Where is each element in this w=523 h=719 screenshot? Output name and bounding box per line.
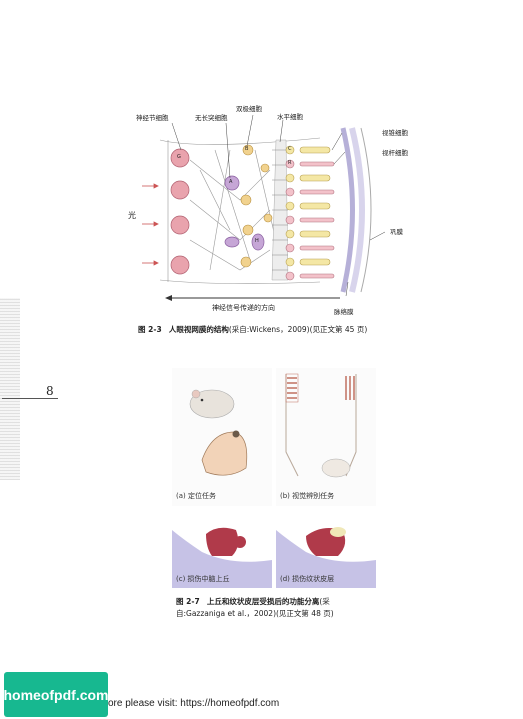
label-amacrine: 无长突细胞 bbox=[195, 114, 228, 122]
cell-letter-r: R bbox=[288, 160, 292, 166]
photoreceptors bbox=[285, 145, 335, 281]
figure-2-7-caption: 图 2-7 上丘和纹状皮层受损后的功能分离(采 bbox=[176, 596, 330, 607]
panel-d-striate-cortex-lesion: (d) 损伤纹状皮层 bbox=[276, 508, 376, 588]
page-number: 8 bbox=[46, 384, 54, 398]
caption-title: 上丘和纹状皮层受损后的功能分离 bbox=[206, 597, 320, 606]
amacrine-cells bbox=[224, 175, 265, 251]
retina-diagram bbox=[142, 114, 386, 301]
panel-d-label: (d) 损伤纹状皮层 bbox=[280, 575, 335, 583]
panel-b-discrimination-task: (b) 视觉辨别任务 bbox=[276, 368, 376, 506]
footer-link[interactable]: ore please visit: https://homeofpdf.com bbox=[108, 698, 280, 709]
label-rod: 视杆细胞 bbox=[382, 149, 408, 157]
panel-a-label: (a) 定位任务 bbox=[176, 492, 216, 500]
ganglion-cells bbox=[170, 148, 190, 275]
cell-letter-h: H bbox=[255, 238, 259, 244]
figure-2-3: 神经节细胞 无长突细胞 双极细胞 水平细胞 视锥细胞 视杆细胞 巩膜 脉络膜 光… bbox=[128, 105, 408, 335]
label-light: 光 bbox=[128, 211, 136, 220]
homeofpdf-logo[interactable]: homeofpdf.com bbox=[4, 672, 109, 717]
figure-2-3-caption: 图 2-3 人眼视网膜的结构(采自:Wickens，2009)(见正文第 45 … bbox=[138, 324, 367, 335]
caption-source: (采自:Wickens，2009)(见正文第 45 页) bbox=[228, 325, 368, 334]
label-cone: 视锥细胞 bbox=[382, 129, 408, 137]
caption-number: 图 2-3 bbox=[138, 325, 162, 334]
sclera-band bbox=[340, 127, 372, 293]
panel-b-label: (b) 视觉辨别任务 bbox=[280, 492, 335, 500]
page-edge-strip bbox=[0, 298, 20, 480]
cell-letter-g: G bbox=[177, 154, 181, 160]
caption-source-a: (采 bbox=[319, 597, 330, 606]
brain-lesion-c bbox=[172, 508, 272, 562]
cell-letter-b: B bbox=[245, 146, 249, 152]
caption-title: 人眼视网膜的结构 bbox=[168, 325, 229, 334]
panel-c-label: (c) 损伤中脑上丘 bbox=[176, 575, 230, 583]
bipolar-cells bbox=[240, 144, 273, 268]
label-ganglion: 神经节细胞 bbox=[136, 114, 169, 122]
label-bipolar: 双极细胞 bbox=[236, 105, 262, 113]
page-number-rule bbox=[2, 398, 58, 399]
label-direction: 神经信号传递的方向 bbox=[212, 304, 275, 312]
maze-illustration bbox=[285, 373, 357, 478]
direction-arrow bbox=[165, 295, 340, 301]
cell-letter-a: A bbox=[229, 179, 233, 185]
hamster-hand-illustration bbox=[189, 389, 248, 476]
horizontal-column bbox=[271, 139, 289, 281]
panel-c-superior-colliculus-lesion: (c) 损伤中脑上丘 bbox=[172, 508, 272, 588]
label-horizontal: 水平细胞 bbox=[277, 113, 303, 121]
caption-number: 图 2-7 bbox=[176, 597, 200, 606]
panel-a-localization-task: (a) 定位任务 bbox=[172, 368, 272, 506]
label-choroid: 脉络膜 bbox=[334, 308, 354, 316]
cell-letter-c: C bbox=[288, 146, 292, 152]
pointer-lines bbox=[171, 114, 386, 297]
label-sclera: 巩膜 bbox=[390, 228, 403, 236]
brain-lesion-d bbox=[276, 508, 376, 562]
figure-2-7-caption-line2: 自:Gazzaniga et al.，2002)(见正文第 48 页) bbox=[176, 609, 334, 618]
light-arrows bbox=[142, 183, 159, 266]
